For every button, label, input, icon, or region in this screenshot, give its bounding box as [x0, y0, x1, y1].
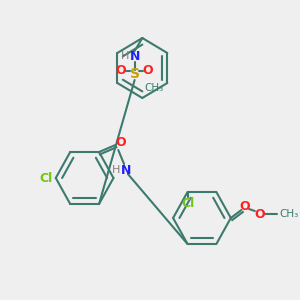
Text: CH₃: CH₃ — [144, 83, 164, 93]
Text: Cl: Cl — [40, 172, 53, 184]
Text: O: O — [116, 64, 127, 76]
Text: N: N — [129, 50, 140, 62]
Text: H: H — [112, 165, 121, 175]
Text: CH₃: CH₃ — [279, 209, 298, 219]
Text: N: N — [121, 164, 131, 176]
Text: Cl: Cl — [181, 197, 194, 210]
Text: O: O — [239, 200, 250, 212]
Text: O: O — [254, 208, 265, 220]
Text: O: O — [115, 136, 125, 148]
Text: O: O — [143, 64, 153, 76]
Text: H: H — [121, 51, 129, 61]
Text: S: S — [130, 67, 140, 81]
